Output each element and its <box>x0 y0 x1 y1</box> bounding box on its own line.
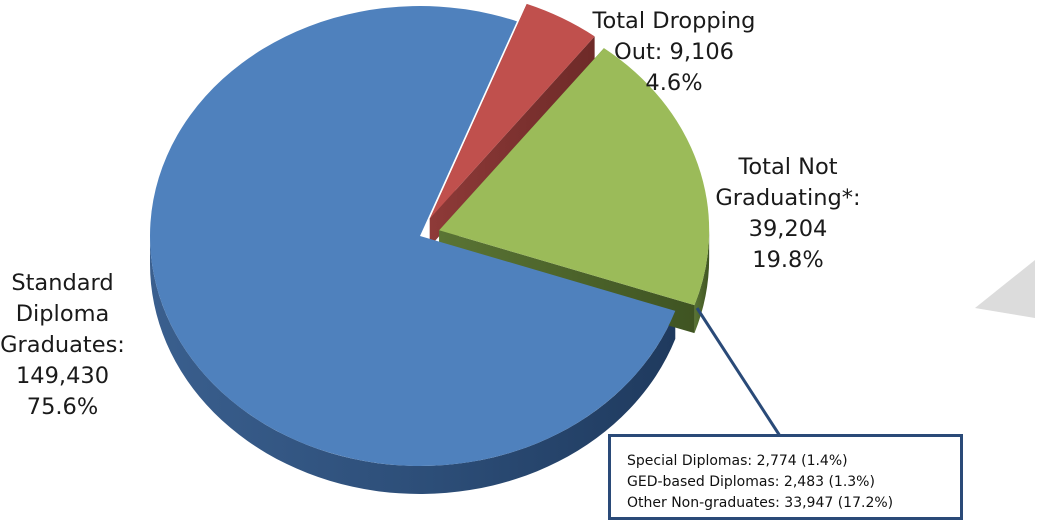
label-total-dropping-out: Total Dropping Out: 9,106 4.6% <box>592 8 756 96</box>
label-total-not-graduating: Total Not Graduating*: 39,204 19.8% <box>715 154 861 273</box>
pie-slice-total-dropping-out-cut-face <box>429 36 595 247</box>
pie-slice-standard-diploma <box>150 5 676 466</box>
callout-line-special-diplomas: Special Diplomas: 2,774 (1.4%) <box>627 453 848 469</box>
callout-line-ged-diplomas: GED-based Diplomas: 2,483 (1.3%) <box>627 474 875 490</box>
pie-slice-total-dropping-out <box>429 3 595 219</box>
callout-line-other-non-graduates: Other Non-graduates: 33,947 (17.2%) <box>627 495 894 511</box>
callout-box-not-graduating-breakdown: Special Diplomas: 2,774 (1.4%) GED-based… <box>608 434 963 520</box>
label-standard-diploma: Standard Diploma Graduates: 149,430 75.6… <box>0 270 125 420</box>
pie-slice-total-not-graduating <box>439 48 710 306</box>
corner-page-mark <box>975 260 1035 318</box>
callout-leader-line <box>695 307 782 437</box>
pie-slices <box>150 3 710 466</box>
